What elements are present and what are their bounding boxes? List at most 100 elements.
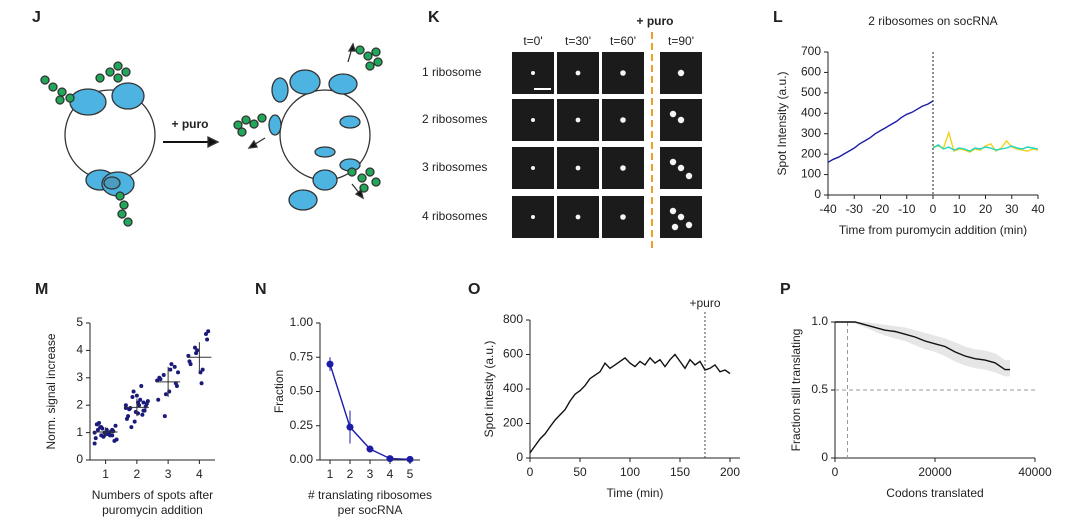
x-axis-label: Time (min) — [607, 486, 664, 500]
data-point — [188, 362, 193, 367]
data-point — [205, 337, 210, 342]
data-point — [128, 405, 133, 410]
y-tick-label: 600 — [503, 347, 523, 361]
y-tick-label: 0 — [821, 450, 828, 464]
spot — [620, 165, 626, 171]
data-point — [92, 430, 97, 435]
y-tick-label: 4 — [76, 343, 83, 357]
x-tick-label: 4 — [387, 467, 394, 481]
treatment-label: + puro — [636, 14, 673, 28]
spot — [620, 70, 626, 76]
diagram-label: + puro — [171, 117, 208, 131]
panel-label: J — [32, 9, 41, 26]
spot — [620, 117, 626, 123]
data-point — [98, 425, 103, 430]
annotation: +puro — [689, 296, 720, 310]
x-tick-label: 150 — [670, 465, 690, 479]
data-point — [132, 419, 137, 424]
data-point — [140, 412, 145, 417]
data-point — [145, 399, 150, 404]
data-point — [346, 423, 354, 431]
data-point — [93, 436, 98, 441]
panel-label: O — [468, 281, 480, 298]
data-point — [126, 414, 131, 419]
microscopy-grid — [512, 52, 702, 238]
data-point — [92, 441, 97, 446]
data-point — [123, 403, 128, 408]
x-tick-label: 200 — [720, 465, 740, 479]
panel-label: K — [428, 9, 440, 26]
data-point — [95, 427, 100, 432]
spot — [677, 213, 685, 221]
data-point — [134, 393, 139, 398]
x-tick-label: -10 — [898, 202, 916, 216]
data-line — [529, 353, 731, 454]
y-tick-label: 0.75 — [290, 349, 314, 363]
data-point — [156, 397, 161, 402]
y-tick-label: 100 — [801, 167, 821, 181]
y-tick-label: 1 — [76, 425, 83, 439]
x-tick-label: -20 — [872, 202, 890, 216]
row-label: 1 ribosome — [422, 65, 482, 79]
x-tick-label: 1 — [327, 467, 334, 481]
spot — [669, 110, 677, 118]
data-point — [326, 360, 334, 368]
time-label: t=0' — [523, 34, 542, 48]
y-tick-label: 2 — [76, 397, 83, 411]
spot — [575, 214, 581, 220]
spot — [531, 71, 535, 75]
y-tick-label: 700 — [801, 44, 821, 58]
x-tick-label: 2 — [347, 467, 354, 481]
data-point — [366, 445, 374, 453]
spot — [677, 69, 685, 77]
data-point — [138, 397, 143, 402]
y-tick-label: 800 — [503, 312, 523, 326]
x-axis-label: per socRNA — [338, 503, 403, 517]
data-point — [99, 433, 104, 438]
data-point — [199, 381, 204, 386]
data-point — [406, 455, 414, 463]
y-tick-label: 5 — [76, 315, 83, 329]
x-tick-label: 20000 — [918, 465, 952, 479]
row-label: 2 ribosomes — [422, 112, 487, 126]
y-tick-label: 0 — [516, 450, 523, 464]
data-point — [130, 394, 135, 399]
x-tick-label: 30 — [1005, 202, 1019, 216]
x-tick-label: 100 — [620, 465, 640, 479]
spot — [685, 221, 693, 229]
y-tick-label: 3 — [76, 370, 83, 384]
y-axis-label: Spot intesity (a.u.) — [482, 341, 496, 438]
data-point — [200, 367, 205, 372]
spot — [531, 118, 535, 122]
data-point — [97, 421, 102, 426]
panel-label: P — [780, 281, 791, 298]
row-label: 3 ribosomes — [422, 160, 487, 174]
x-tick-label: 4 — [196, 467, 203, 481]
y-tick-label: 600 — [801, 65, 821, 79]
spot — [685, 172, 693, 180]
data-point — [168, 367, 173, 372]
y-tick-label: 1.00 — [290, 315, 314, 329]
x-tick-label: 50 — [573, 465, 587, 479]
data-point — [141, 408, 146, 413]
data-point — [192, 345, 197, 350]
data-point — [169, 362, 174, 367]
data-point — [163, 392, 168, 397]
spot — [575, 165, 581, 171]
x-tick-label: 3 — [367, 467, 374, 481]
spot — [677, 164, 685, 172]
y-tick-label: 400 — [503, 381, 523, 395]
chart-title: 2 ribosomes on socRNA — [868, 14, 997, 28]
data-point — [113, 423, 118, 428]
x-tick-label: 0 — [527, 465, 534, 479]
y-axis-label: Fraction — [272, 370, 286, 413]
x-tick-label: 0 — [832, 465, 839, 479]
data-point — [139, 384, 144, 389]
data-point — [158, 377, 163, 382]
data-line — [932, 130, 1039, 153]
row-label: 4 ribosomes — [422, 209, 487, 223]
data-point — [172, 364, 177, 369]
x-axis-label: # translating ribosomes — [308, 488, 432, 502]
data-point — [174, 384, 179, 389]
spot — [575, 70, 581, 76]
